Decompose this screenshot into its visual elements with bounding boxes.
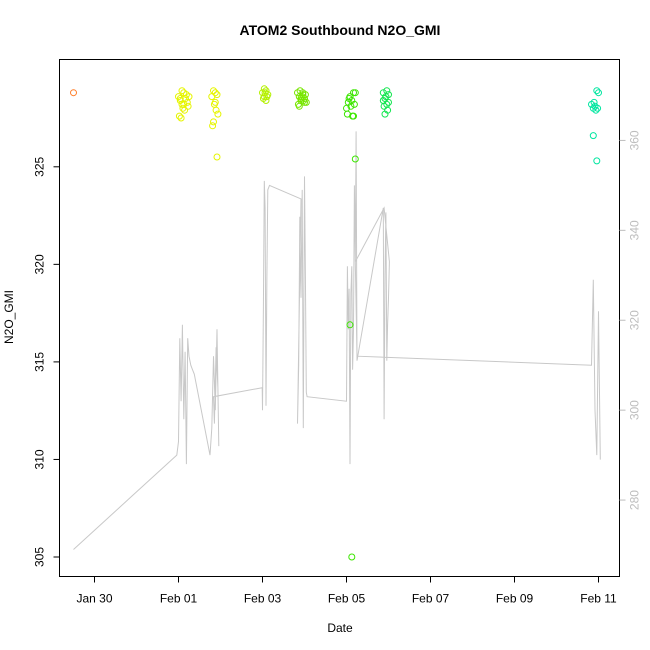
data-point bbox=[210, 118, 217, 126]
y-right-tick-label: 360 bbox=[628, 130, 642, 150]
data-point bbox=[589, 132, 597, 140]
data-point bbox=[182, 91, 190, 99]
data-point bbox=[210, 87, 217, 95]
x-tick-label: Feb 09 bbox=[496, 592, 534, 606]
data-point bbox=[209, 122, 217, 130]
y-right-tick-label: 340 bbox=[628, 220, 642, 240]
series-line-8 bbox=[73, 131, 601, 550]
data-point bbox=[212, 106, 220, 114]
data-point bbox=[383, 100, 391, 108]
data-point bbox=[210, 100, 218, 108]
data-point bbox=[178, 87, 186, 95]
data-point bbox=[381, 110, 389, 118]
data-point bbox=[593, 157, 601, 165]
data-point bbox=[590, 98, 598, 106]
y-right-tick-label: 300 bbox=[628, 400, 642, 420]
y-axis-title: N2O_GMI bbox=[2, 290, 16, 344]
data-point bbox=[175, 112, 183, 120]
data-point bbox=[594, 104, 602, 112]
data-point bbox=[175, 93, 182, 101]
y-left-tick-label: 305 bbox=[33, 547, 47, 567]
plot-frame bbox=[59, 59, 620, 577]
data-point bbox=[346, 321, 354, 329]
data-point bbox=[295, 102, 303, 110]
y-left-tick-label: 320 bbox=[33, 254, 47, 274]
points-series-group bbox=[70, 85, 602, 561]
x-tick-label: Feb 07 bbox=[412, 592, 450, 606]
y-left-tick-label: 310 bbox=[33, 449, 47, 469]
x-tick-label: Feb 11 bbox=[580, 592, 617, 606]
data-point bbox=[213, 153, 221, 161]
x-tick-label: Feb 03 bbox=[244, 592, 282, 606]
data-point bbox=[350, 112, 357, 120]
data-point bbox=[595, 89, 602, 97]
data-point bbox=[299, 89, 307, 97]
data-point bbox=[345, 95, 353, 102]
x-tick-label: Feb 05 bbox=[328, 592, 366, 606]
data-point bbox=[260, 85, 268, 93]
data-point bbox=[351, 89, 359, 97]
data-point bbox=[176, 95, 184, 102]
data-point bbox=[592, 106, 600, 114]
x-axis: Jan 30 Feb 01 Feb 03 Feb 05 Feb 07 Feb 09 Feb … bbox=[76, 576, 617, 606]
data-point bbox=[180, 100, 188, 108]
data-point bbox=[184, 102, 192, 110]
x-tick-label: Jan 30 bbox=[76, 592, 112, 606]
data-point bbox=[351, 155, 359, 163]
chart-title: ATOM2 Southbound N2O_GMI bbox=[240, 22, 441, 38]
data-point bbox=[383, 87, 391, 95]
y-right-tick-label: 280 bbox=[628, 490, 642, 510]
data-point bbox=[213, 91, 221, 99]
data-point bbox=[177, 114, 185, 122]
data-point bbox=[262, 97, 270, 104]
data-point bbox=[263, 93, 271, 101]
y-right-tick-label: 320 bbox=[628, 310, 642, 330]
data-point bbox=[379, 97, 387, 104]
data-point bbox=[211, 89, 219, 97]
line-series-group bbox=[73, 131, 601, 550]
data-point bbox=[593, 87, 601, 95]
y-left-tick-label: 315 bbox=[33, 352, 47, 372]
y-axis-right: 280 300 320 340 360 bbox=[619, 130, 642, 510]
y-left-tick-label: 325 bbox=[33, 156, 47, 176]
data-point bbox=[70, 89, 77, 97]
x-tick-label: Feb 01 bbox=[160, 592, 198, 606]
x-axis-title: Date bbox=[327, 621, 353, 635]
data-point bbox=[301, 98, 308, 106]
data-point bbox=[385, 91, 392, 99]
y-axis-left: 305 310 315 320 325 bbox=[33, 156, 60, 567]
data-point bbox=[214, 110, 222, 118]
data-point bbox=[347, 102, 355, 110]
data-point bbox=[261, 89, 269, 97]
data-point bbox=[348, 553, 356, 561]
data-point bbox=[350, 100, 358, 108]
